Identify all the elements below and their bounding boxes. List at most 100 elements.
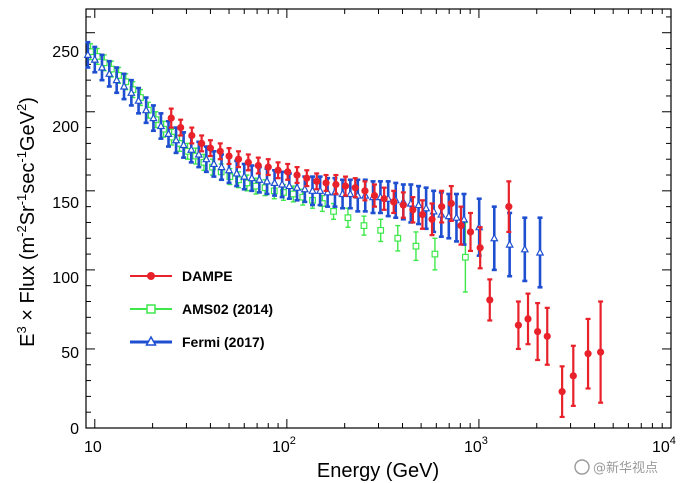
data-point [167,114,175,122]
data-point [447,199,455,208]
series-dampe [167,107,605,419]
data-point [300,184,310,193]
data-point [280,189,287,196]
data-point [466,228,475,236]
legend-label: AMS02 (2014) [182,301,273,317]
data-point [232,168,241,177]
x-tick-label: 102 [272,435,296,456]
data-point [409,206,417,214]
data-point [431,250,439,258]
data-point [418,210,427,219]
data-point [399,201,407,209]
data-point [262,176,272,185]
data-point [209,159,219,168]
data-point [285,181,294,190]
data-point [597,348,605,356]
data-point [284,168,292,176]
data-point [264,163,272,171]
data-point [412,242,420,250]
data-point [90,54,99,63]
watermark: @新华视点 [574,459,658,476]
data-point [119,81,129,90]
data-point [225,152,233,160]
legend-item-ams02: AMS02 (2014) [130,301,273,317]
legend-marker-triangle [145,335,157,346]
data-point [341,182,350,190]
data-point [313,177,321,185]
x-axis-title: Energy (GeV) [317,460,439,482]
legend-item-fermi: Fermi (2017) [130,334,264,350]
x-tick-label: 104 [652,435,676,456]
watermark-text: @新华视点 [593,460,658,476]
data-point [194,149,204,158]
y-tick-label: 150 [52,195,79,212]
data-point [217,162,226,171]
data-point [461,253,469,261]
legend: DAMPE AMS02 (2014) Fermi (2017) [130,268,273,350]
data-point [156,121,166,130]
data-point [377,226,385,234]
data-point [293,171,301,179]
data-point [179,140,188,149]
data-point [457,222,465,230]
data-point [83,50,93,58]
data-point [584,350,592,358]
y-tick-label: 100 [52,270,79,287]
y-tick-labels: 0 50 100 150 200 250 [52,44,79,438]
data-point [505,239,514,248]
x-tick-labels: 10 102 103 104 [84,435,676,456]
data-point [255,174,264,183]
data-point [206,144,215,152]
data-point [202,154,211,163]
data-point [141,105,151,114]
data-point [332,180,340,189]
legend-label: DAMPE [182,268,233,284]
data-point [240,171,249,180]
data-point [134,95,143,104]
data-point [247,173,257,182]
data-point [380,195,388,203]
data-point [187,144,196,153]
data-point [520,244,529,253]
data-point [149,113,158,122]
data-point [188,131,196,140]
y-tick-label: 50 [61,345,79,362]
data-point [234,155,243,163]
y-tick-label: 0 [70,421,79,438]
data-point [361,187,369,195]
data-point [543,332,551,340]
x-tick-label: 10 [84,439,102,456]
data-point [486,296,494,304]
data-point [414,200,423,209]
data-point [322,179,330,187]
data-point [421,203,431,212]
y-tick-label: 250 [52,44,79,61]
weibo-logo-icon [574,459,590,475]
legend-item-dampe: DAMPE [130,268,233,284]
data-point [292,182,302,191]
data-point [514,321,522,329]
data-point [112,75,121,84]
data-point [224,165,234,174]
legend-label: Fermi (2017) [182,334,264,350]
data-point [370,191,379,200]
data-point [524,315,532,323]
data-point [438,203,446,211]
data-point [490,233,499,242]
data-series [83,40,605,419]
axis-ticks [86,9,672,429]
data-point [244,158,252,166]
data-point [97,62,107,71]
data-point [252,182,260,190]
data-point [569,372,577,380]
data-point [428,215,436,223]
legend-marker-circle [147,272,155,280]
data-point [105,69,114,77]
data-point [270,178,279,187]
data-point [351,184,359,192]
data-point [534,327,542,336]
data-point [171,135,181,144]
data-point [346,189,355,198]
x-tick-label: 103 [464,435,488,456]
